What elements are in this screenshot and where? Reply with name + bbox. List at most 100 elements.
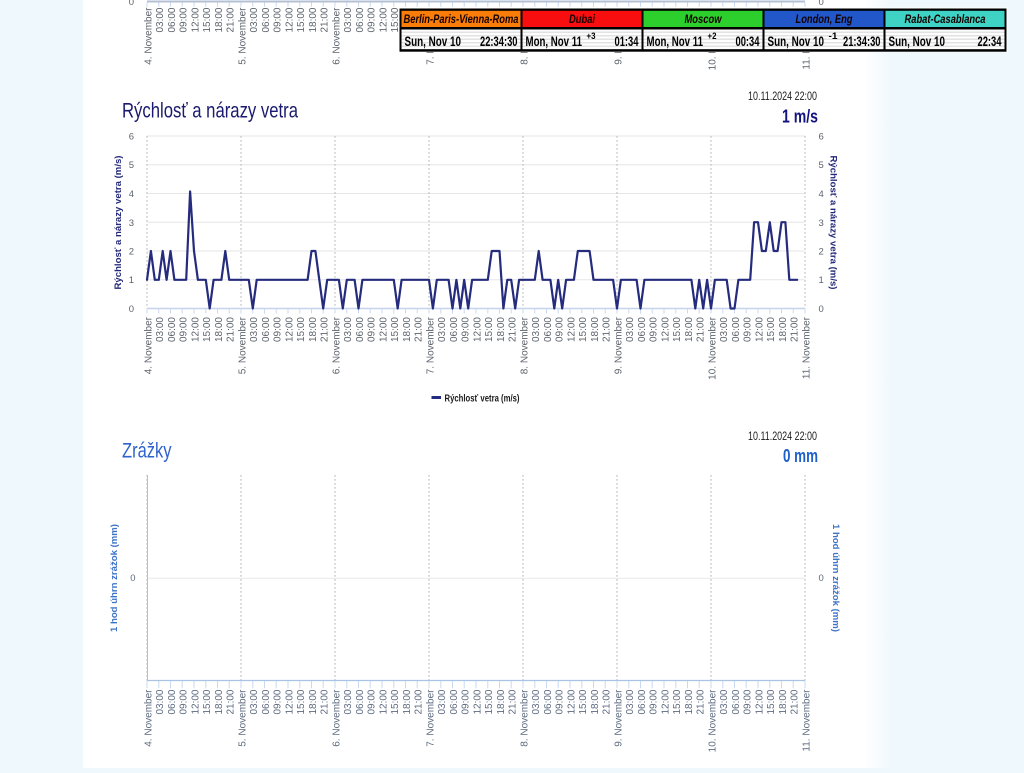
svg-text:09:00: 09:00: [367, 317, 378, 342]
svg-text:Mon, Nov 11: Mon, Nov 11: [647, 33, 704, 49]
svg-text:Rýchlosť a nárazy vetra (m/s): Rýchlosť a nárazy vetra (m/s): [113, 156, 124, 290]
svg-text:06:00: 06:00: [261, 689, 272, 714]
svg-text:15:00: 15:00: [578, 317, 589, 342]
svg-text:Rýchlosť a nárazy vetra: Rýchlosť a nárazy vetra: [122, 100, 298, 123]
svg-text:15:00: 15:00: [484, 317, 495, 342]
svg-text:18:00: 18:00: [308, 317, 319, 342]
svg-text:15:00: 15:00: [390, 689, 401, 714]
svg-text:15:00: 15:00: [202, 317, 213, 342]
svg-text:06:00: 06:00: [731, 689, 742, 714]
svg-text:5. November: 5. November: [237, 316, 248, 374]
svg-text:15:00: 15:00: [578, 689, 589, 714]
svg-text:London, Eng: London, Eng: [796, 12, 854, 26]
svg-text:6. November: 6. November: [331, 7, 342, 65]
svg-text:03:00: 03:00: [155, 7, 166, 32]
svg-text:12:00: 12:00: [284, 317, 295, 342]
svg-text:Sun, Nov 10: Sun, Nov 10: [405, 33, 462, 49]
svg-text:1: 1: [819, 275, 824, 286]
svg-text:10. November: 10. November: [707, 689, 718, 752]
svg-text:3: 3: [129, 218, 134, 229]
svg-text:4. November: 4. November: [143, 316, 154, 374]
svg-text:03:00: 03:00: [437, 689, 448, 714]
svg-text:8. November: 8. November: [519, 689, 530, 747]
svg-text:18:00: 18:00: [496, 317, 507, 342]
svg-text:06:00: 06:00: [543, 689, 554, 714]
svg-text:03:00: 03:00: [249, 7, 260, 32]
svg-text:11. November: 11. November: [801, 689, 812, 752]
svg-text:12:00: 12:00: [378, 7, 389, 32]
svg-text:2: 2: [819, 247, 824, 258]
svg-text:6: 6: [129, 132, 134, 143]
svg-text:06:00: 06:00: [261, 7, 272, 32]
svg-text:22:34:30: 22:34:30: [480, 33, 518, 49]
svg-text:7. November: 7. November: [425, 316, 436, 374]
svg-text:09:00: 09:00: [555, 689, 566, 714]
svg-text:06:00: 06:00: [449, 689, 460, 714]
svg-text:21:00: 21:00: [320, 317, 331, 342]
svg-text:10.11.2024 22:00: 10.11.2024 22:00: [748, 91, 817, 103]
svg-text:06:00: 06:00: [355, 689, 366, 714]
svg-text:21:00: 21:00: [696, 317, 707, 342]
svg-text:06:00: 06:00: [637, 689, 648, 714]
svg-text:12:00: 12:00: [284, 7, 295, 32]
svg-text:21:00: 21:00: [320, 7, 331, 32]
svg-text:18:00: 18:00: [308, 7, 319, 32]
svg-text:03:00: 03:00: [155, 317, 166, 342]
svg-text:03:00: 03:00: [625, 689, 636, 714]
svg-text:09:00: 09:00: [179, 689, 190, 714]
svg-text:21:00: 21:00: [602, 317, 613, 342]
svg-text:9. November: 9. November: [613, 689, 624, 747]
svg-text:Sun, Nov 10: Sun, Nov 10: [768, 33, 825, 49]
svg-text:06:00: 06:00: [449, 317, 460, 342]
svg-text:18:00: 18:00: [590, 689, 601, 714]
svg-text:03:00: 03:00: [343, 689, 354, 714]
svg-text:0: 0: [129, 0, 134, 8]
svg-text:06:00: 06:00: [167, 7, 178, 32]
svg-text:21:00: 21:00: [226, 689, 237, 714]
svg-text:21:00: 21:00: [226, 7, 237, 32]
svg-text:09:00: 09:00: [179, 317, 190, 342]
svg-text:Zrážky: Zrážky: [122, 440, 172, 463]
svg-text:15:00: 15:00: [296, 317, 307, 342]
svg-text:1 hod úhrn zrážok (mm): 1 hod úhrn zrážok (mm): [109, 524, 120, 632]
svg-text:06:00: 06:00: [167, 317, 178, 342]
svg-text:15:00: 15:00: [766, 317, 777, 342]
svg-text:Moscow: Moscow: [685, 12, 723, 26]
svg-text:18:00: 18:00: [590, 317, 601, 342]
svg-text:+2: +2: [708, 31, 717, 41]
svg-text:12:00: 12:00: [754, 317, 765, 342]
svg-text:06:00: 06:00: [543, 317, 554, 342]
svg-text:03:00: 03:00: [531, 689, 542, 714]
svg-text:00:34: 00:34: [736, 33, 760, 49]
svg-text:06:00: 06:00: [167, 689, 178, 714]
svg-text:03:00: 03:00: [531, 317, 542, 342]
svg-text:1 hod úhrn zrážok (mm): 1 hod úhrn zrážok (mm): [830, 524, 841, 632]
svg-text:03:00: 03:00: [625, 317, 636, 342]
svg-text:06:00: 06:00: [637, 317, 648, 342]
svg-text:09:00: 09:00: [743, 317, 754, 342]
svg-text:09:00: 09:00: [367, 689, 378, 714]
svg-text:12:00: 12:00: [190, 689, 201, 714]
svg-text:09:00: 09:00: [461, 689, 472, 714]
svg-text:0: 0: [129, 304, 134, 315]
svg-text:12:00: 12:00: [660, 317, 671, 342]
svg-text:4: 4: [819, 189, 824, 200]
svg-text:12:00: 12:00: [378, 317, 389, 342]
svg-text:09:00: 09:00: [555, 317, 566, 342]
svg-text:09:00: 09:00: [273, 689, 284, 714]
svg-text:5. November: 5. November: [237, 7, 248, 65]
svg-text:15:00: 15:00: [296, 7, 307, 32]
svg-text:18:00: 18:00: [684, 317, 695, 342]
svg-text:01:34: 01:34: [615, 33, 639, 49]
svg-text:Rýchlosť a nárazy vetra (m/s): Rýchlosť a nárazy vetra (m/s): [828, 156, 839, 290]
svg-text:0 mm: 0 mm: [783, 445, 818, 466]
svg-text:12:00: 12:00: [754, 689, 765, 714]
svg-text:03:00: 03:00: [155, 689, 166, 714]
svg-text:09:00: 09:00: [649, 689, 660, 714]
svg-text:03:00: 03:00: [719, 689, 730, 714]
svg-text:21:00: 21:00: [320, 689, 331, 714]
svg-text:6: 6: [819, 132, 824, 143]
svg-text:12:00: 12:00: [378, 689, 389, 714]
svg-text:11. November: 11. November: [801, 316, 812, 379]
svg-text:12:00: 12:00: [472, 689, 483, 714]
